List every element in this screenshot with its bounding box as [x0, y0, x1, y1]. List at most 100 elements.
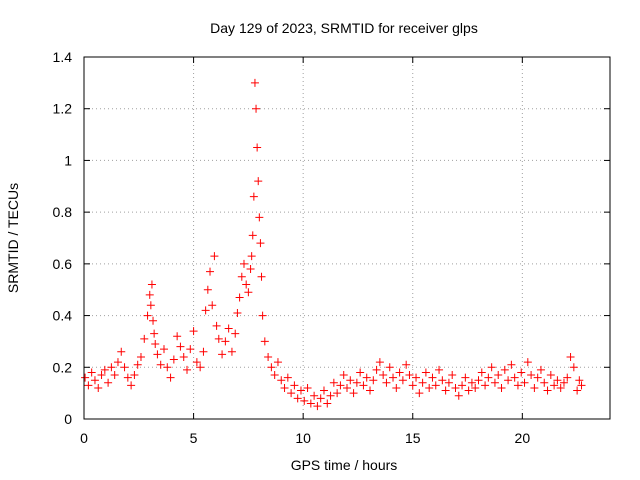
data-point [107, 363, 116, 372]
x-tick-label: 20 [515, 430, 531, 446]
data-point [319, 386, 328, 395]
data-point [130, 371, 139, 380]
data-point [402, 360, 411, 369]
data-point [166, 373, 175, 382]
data-point [566, 352, 575, 361]
plot-frame [83, 56, 611, 420]
data-point [283, 373, 292, 382]
data-point [343, 383, 351, 392]
data-point [218, 350, 227, 359]
data-point [113, 358, 122, 367]
data-point [110, 371, 119, 380]
data-point [349, 389, 358, 398]
data-point [408, 381, 417, 390]
data-point [323, 399, 332, 408]
data-point [336, 381, 345, 390]
data-point [392, 383, 401, 392]
data-point [146, 301, 155, 310]
data-point [270, 371, 279, 380]
data-point [577, 381, 586, 390]
data-point [546, 371, 555, 380]
data-point [133, 360, 142, 369]
data-point [487, 363, 496, 372]
data-point [513, 381, 522, 390]
data-point [313, 402, 322, 411]
data-point [425, 383, 434, 392]
data-point [379, 371, 388, 380]
data-point [490, 378, 499, 387]
grid-lines [84, 57, 610, 419]
data-point [504, 376, 513, 385]
data-point [136, 352, 145, 361]
data-point [530, 383, 539, 392]
data-point [484, 373, 493, 382]
data-point [169, 355, 178, 364]
data-point [277, 376, 286, 385]
data-point [533, 373, 542, 382]
data-point [310, 391, 319, 400]
data-point [183, 365, 192, 374]
data-point [104, 378, 113, 387]
data-point [507, 360, 516, 369]
data-point [438, 376, 447, 385]
data-point [173, 332, 182, 341]
data-point [252, 104, 261, 113]
x-tick-label: 5 [190, 430, 198, 446]
x-tick-label: 0 [80, 430, 88, 446]
data-point [233, 308, 242, 317]
data-point [494, 371, 503, 380]
y-tick-label: 0.2 [53, 359, 73, 375]
data-point [273, 358, 282, 367]
data-point [256, 239, 265, 248]
data-point [189, 327, 198, 336]
data-point [153, 350, 162, 359]
data-point [471, 383, 480, 392]
data-point [553, 376, 562, 385]
data-point [258, 311, 267, 320]
data-point [290, 381, 299, 390]
data-point [192, 358, 201, 367]
data-point [212, 321, 221, 330]
data-point [248, 231, 257, 240]
data-point [117, 347, 126, 356]
data-markers [81, 78, 586, 411]
data-point [250, 78, 259, 87]
tick-labels: 0 0.2 0.4 0.6 0.8 1 1.2 1.4 0 5 10 15 20 [53, 49, 531, 446]
data-point [150, 329, 159, 338]
data-point [389, 373, 398, 382]
data-point [527, 371, 536, 380]
data-point [296, 386, 305, 395]
data-point [352, 378, 361, 387]
data-point [203, 285, 212, 294]
data-point [428, 373, 437, 382]
data-point [467, 378, 476, 387]
data-point [94, 383, 103, 392]
data-point [267, 363, 276, 372]
data-point [569, 363, 578, 372]
data-point [536, 365, 545, 374]
data-point [120, 363, 129, 372]
data-point [421, 368, 430, 377]
data-point [451, 383, 460, 392]
data-point [461, 373, 470, 382]
data-point [477, 368, 486, 377]
data-point [246, 265, 255, 274]
x-tick-label: 10 [295, 430, 311, 446]
data-point [151, 340, 160, 349]
data-point [176, 342, 185, 351]
data-point [306, 399, 315, 408]
y-tick-label: 0.4 [53, 308, 73, 324]
data-point [87, 368, 96, 377]
data-point [366, 386, 375, 395]
data-point [326, 391, 335, 400]
data-point [412, 373, 421, 382]
data-point [523, 358, 532, 367]
data-point [333, 389, 342, 398]
data-point [359, 381, 368, 390]
data-point [100, 365, 109, 374]
data-point [208, 301, 217, 310]
data-point [556, 383, 565, 392]
data-point [500, 365, 509, 374]
data-point [264, 352, 273, 361]
